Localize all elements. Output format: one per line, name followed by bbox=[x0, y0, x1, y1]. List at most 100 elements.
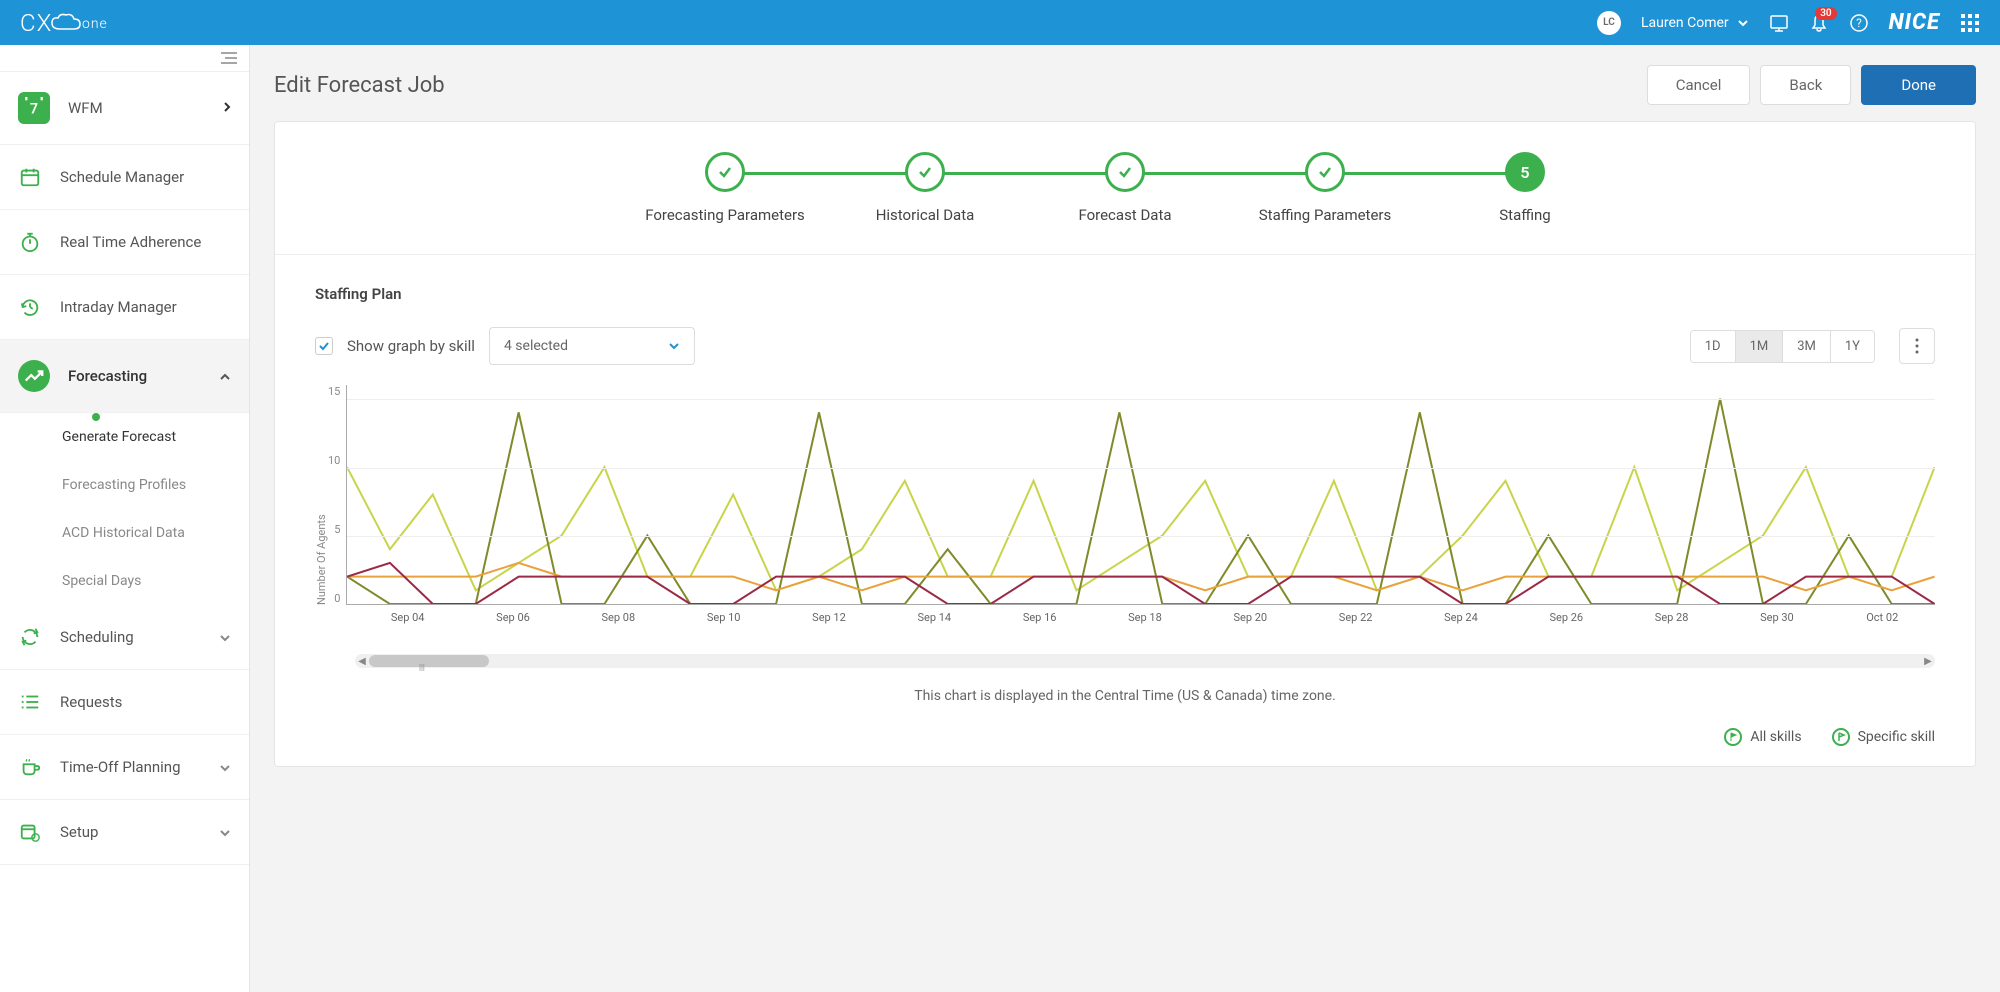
sidebar-item-wfm[interactable]: 7 WFM bbox=[0, 72, 249, 145]
sidebar-sub-generate-forecast[interactable]: Generate Forecast bbox=[62, 413, 249, 461]
range-1y-button[interactable]: 1Y bbox=[1831, 331, 1874, 362]
sidebar-item-real-time-adherence[interactable]: Real Time Adherence bbox=[0, 210, 249, 275]
chevron-up-icon bbox=[219, 367, 231, 385]
show-graph-checkbox[interactable] bbox=[315, 337, 333, 355]
page-title: Edit Forecast Job bbox=[274, 73, 445, 98]
legend-all-skills: All skills bbox=[1724, 728, 1801, 746]
step-historical-data[interactable]: Historical Data bbox=[825, 152, 1025, 224]
cancel-button[interactable]: Cancel bbox=[1647, 65, 1751, 105]
check-icon bbox=[318, 340, 330, 352]
x-tick: Sep 30 bbox=[1724, 611, 1829, 624]
legend-label: Specific skill bbox=[1858, 729, 1935, 745]
sidebar-label: Forecasting bbox=[68, 367, 147, 385]
scrollbar-thumb[interactable]: ||| bbox=[369, 655, 489, 667]
x-tick: Sep 22 bbox=[1303, 611, 1408, 624]
legend-specific-skill: Specific skill bbox=[1832, 728, 1935, 746]
notification-badge: 30 bbox=[1815, 7, 1836, 20]
sidebar-sub-forecasting-profiles[interactable]: Forecasting Profiles bbox=[62, 461, 249, 509]
chevron-down-icon bbox=[1737, 17, 1749, 29]
flag-circle-icon bbox=[1832, 728, 1850, 746]
sidebar-collapse-button[interactable] bbox=[0, 45, 249, 72]
notifications-icon[interactable]: 30 bbox=[1809, 13, 1829, 33]
more-options-button[interactable] bbox=[1899, 328, 1935, 364]
step-staffing[interactable]: 5 Staffing bbox=[1425, 152, 1625, 224]
done-button[interactable]: Done bbox=[1861, 65, 1976, 105]
step-label: Forecast Data bbox=[1078, 206, 1171, 224]
x-tick: Sep 24 bbox=[1408, 611, 1513, 624]
y-tick: 0 bbox=[328, 592, 340, 605]
x-tick: Oct 02 bbox=[1830, 611, 1935, 624]
sidebar-label: Real Time Adherence bbox=[60, 233, 201, 251]
x-tick: Sep 18 bbox=[1092, 611, 1197, 624]
sidebar-label: Scheduling bbox=[60, 628, 134, 646]
check-icon bbox=[1105, 152, 1145, 192]
sidebar-item-scheduling[interactable]: Scheduling bbox=[0, 605, 249, 670]
check-icon bbox=[1305, 152, 1345, 192]
dots-vertical-icon bbox=[1915, 338, 1919, 354]
select-value: 4 selected bbox=[504, 338, 568, 354]
nice-logo: NICE bbox=[1889, 10, 1940, 35]
x-tick: Sep 12 bbox=[776, 611, 881, 624]
timezone-note: This chart is displayed in the Central T… bbox=[315, 688, 1935, 704]
chevron-down-icon bbox=[219, 823, 231, 841]
y-tick: 15 bbox=[328, 385, 340, 398]
sidebar-sub-label: Generate Forecast bbox=[62, 429, 176, 445]
step-number: 5 bbox=[1505, 152, 1545, 192]
step-label: Staffing Parameters bbox=[1259, 206, 1392, 224]
range-1d-button[interactable]: 1D bbox=[1691, 331, 1736, 362]
calendar-icon bbox=[18, 165, 42, 189]
sidebar-label: WFM bbox=[68, 99, 103, 117]
scroll-right-icon[interactable]: ▶ bbox=[1921, 654, 1935, 668]
user-menu[interactable]: Lauren Comer bbox=[1641, 15, 1749, 31]
step-forecast-data[interactable]: Forecast Data bbox=[1025, 152, 1225, 224]
collapse-icon bbox=[221, 51, 237, 65]
range-3m-button[interactable]: 3M bbox=[1783, 331, 1831, 362]
chevron-down-icon bbox=[219, 758, 231, 776]
sidebar-item-schedule-manager[interactable]: Schedule Manager bbox=[0, 145, 249, 210]
sync-icon bbox=[18, 625, 42, 649]
sidebar-sub-label: Special Days bbox=[62, 573, 141, 589]
chart-legend: All skills Specific skill bbox=[315, 728, 1935, 746]
sidebar-item-setup[interactable]: Setup bbox=[0, 800, 249, 865]
sidebar-sub-acd-historical-data[interactable]: ACD Historical Data bbox=[62, 509, 249, 557]
apps-grid-icon[interactable] bbox=[1960, 13, 1980, 33]
section-title: Staffing Plan bbox=[315, 285, 1935, 303]
refresh-clock-icon bbox=[18, 295, 42, 319]
sidebar-item-time-off-planning[interactable]: Time-Off Planning bbox=[0, 735, 249, 800]
sidebar-item-intraday-manager[interactable]: Intraday Manager bbox=[0, 275, 249, 340]
step-label: Staffing bbox=[1499, 206, 1550, 224]
chart-scrollbar[interactable]: ◀ ||| ▶ bbox=[355, 654, 1935, 668]
x-tick: Sep 20 bbox=[1198, 611, 1303, 624]
stopwatch-icon bbox=[18, 230, 42, 254]
sidebar-sub-special-days[interactable]: Special Days bbox=[62, 557, 249, 605]
x-tick: Sep 08 bbox=[566, 611, 671, 624]
main-content: Edit Forecast Job Cancel Back Done Forec… bbox=[250, 45, 2000, 992]
help-icon[interactable]: ? bbox=[1849, 13, 1869, 33]
sidebar-label: Requests bbox=[60, 693, 122, 711]
user-avatar[interactable]: LC bbox=[1597, 11, 1621, 35]
back-button[interactable]: Back bbox=[1760, 65, 1851, 105]
sidebar-item-requests[interactable]: Requests bbox=[0, 670, 249, 735]
x-tick: Sep 26 bbox=[1514, 611, 1619, 624]
y-tick: 10 bbox=[328, 454, 340, 467]
staffing-chart: Number Of Agents 151050 bbox=[315, 385, 1935, 605]
step-forecasting-parameters[interactable]: Forecasting Parameters bbox=[625, 152, 825, 224]
checkbox-label: Show graph by skill bbox=[347, 337, 475, 355]
scroll-left-icon[interactable]: ◀ bbox=[355, 654, 369, 668]
range-1m-button[interactable]: 1M bbox=[1736, 331, 1784, 362]
x-tick: Sep 06 bbox=[460, 611, 565, 624]
cup-icon bbox=[18, 755, 42, 779]
sidebar-label: Intraday Manager bbox=[60, 298, 177, 316]
chevron-down-icon bbox=[219, 628, 231, 646]
step-staffing-parameters[interactable]: Staffing Parameters bbox=[1225, 152, 1425, 224]
sidebar-item-forecasting[interactable]: Forecasting bbox=[0, 340, 249, 413]
calendar-gear-icon bbox=[18, 820, 42, 844]
x-tick: Sep 14 bbox=[882, 611, 987, 624]
cloud-icon: one bbox=[48, 11, 108, 35]
list-icon bbox=[18, 690, 42, 714]
presentation-icon[interactable] bbox=[1769, 13, 1789, 33]
skill-select[interactable]: 4 selected bbox=[489, 327, 695, 365]
svg-text:one: one bbox=[82, 16, 108, 32]
flag-circle-icon bbox=[1724, 728, 1742, 746]
active-dot-icon bbox=[92, 413, 100, 421]
